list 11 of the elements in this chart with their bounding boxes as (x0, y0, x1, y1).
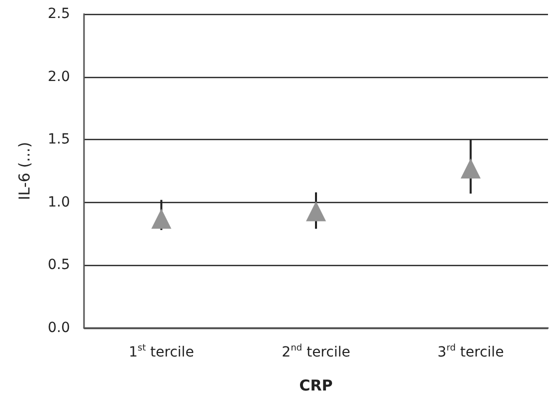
x-axis-title: CRP (299, 376, 333, 394)
y-tick-label: 1.0 (48, 194, 70, 210)
y-axis-title: IL-6 (...) (16, 142, 34, 200)
point (306, 201, 326, 222)
y-tick-label: 1.5 (48, 132, 70, 148)
y-tick-label: 2.5 (48, 6, 70, 22)
y-tick-label: 0.0 (48, 320, 70, 336)
point (151, 208, 172, 229)
y-tick-label: 0.5 (48, 257, 70, 274)
y-tick-label: 2.0 (48, 68, 70, 85)
point (460, 158, 481, 178)
